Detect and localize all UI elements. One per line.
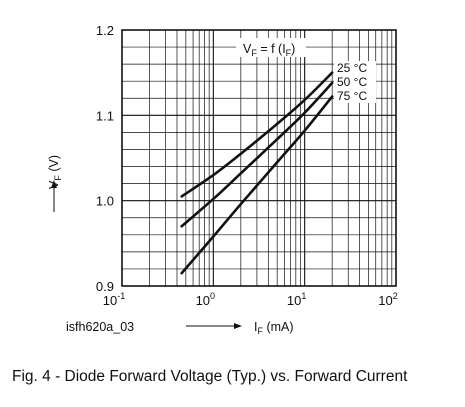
- x-tick-label: 10-1: [103, 291, 125, 308]
- figure-caption: Fig. 4 - Diode Forward Voltage (Typ.) vs…: [12, 368, 408, 385]
- series-line-2: [180, 81, 334, 228]
- figure-code: isfh620a_03: [66, 320, 135, 334]
- legend-label: 75 °C: [337, 89, 367, 103]
- title-i-sub: F: [286, 48, 292, 58]
- title-box: [236, 38, 306, 57]
- y-tick-label: 0.9: [96, 279, 114, 294]
- title-end: ): [291, 42, 295, 56]
- x-axis-label: IF (mA): [254, 320, 294, 336]
- x-tick-label: 101: [287, 291, 306, 308]
- ylabel-unit: (V): [47, 155, 61, 175]
- xlabel-main: I: [254, 320, 257, 334]
- y-axis-arrowhead: [51, 180, 57, 188]
- legend-bg: [334, 89, 376, 103]
- series-group: [180, 71, 334, 275]
- ylabel-sub: F: [53, 175, 63, 181]
- legend-bg: [334, 61, 376, 75]
- legend: 25 °C50 °C75 °C: [334, 61, 376, 103]
- chart-title: VF = f (IF): [243, 42, 295, 58]
- tick-labels: 0.9 1.0 1.1 1.2 10-1 100 101 102: [96, 23, 398, 308]
- title-v: V: [243, 42, 252, 56]
- x-tick-label: 100: [196, 291, 215, 308]
- y-tick-label: 1.1: [96, 108, 114, 123]
- y-tick-label: 1.0: [96, 194, 114, 209]
- legend-label: 25 °C: [337, 61, 367, 75]
- series-line-3: [180, 95, 334, 275]
- legend-label: 50 °C: [337, 75, 367, 89]
- legend-bg: [334, 75, 376, 89]
- xlabel-unit: (mA): [263, 320, 294, 334]
- title-mid: = f (I: [257, 42, 286, 56]
- plot-frame: [121, 29, 397, 287]
- y-tick-label: 1.2: [96, 23, 114, 38]
- title-v-sub: F: [251, 48, 257, 58]
- x-axis-arrowhead: [234, 323, 242, 329]
- x-tick-label: 102: [378, 291, 397, 308]
- series-line-1: [180, 71, 334, 198]
- xlabel-sub: F: [257, 326, 263, 336]
